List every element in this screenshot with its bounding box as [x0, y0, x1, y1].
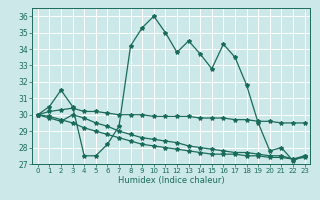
X-axis label: Humidex (Indice chaleur): Humidex (Indice chaleur)	[118, 176, 225, 185]
